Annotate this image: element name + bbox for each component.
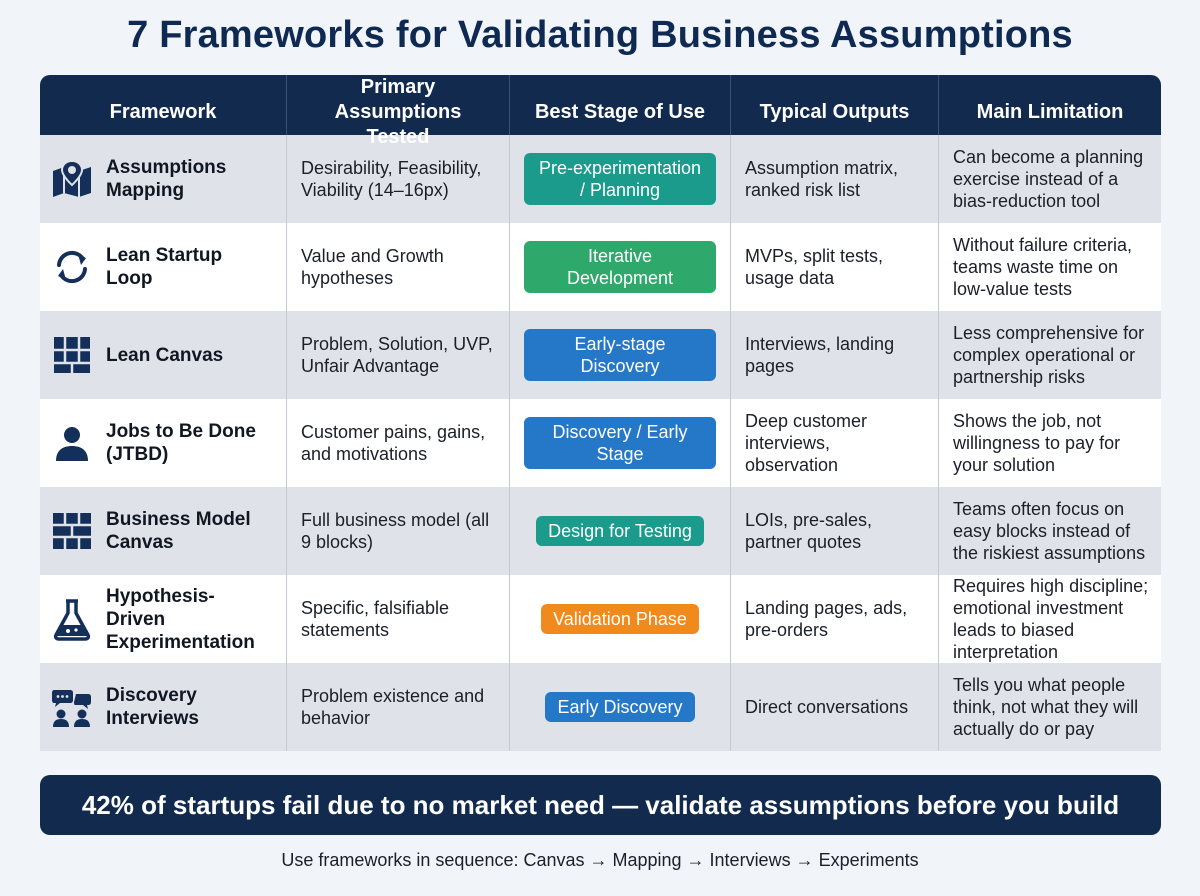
person-icon	[50, 421, 94, 465]
table-header-row: Framework Primary Assumptions Tested Bes…	[40, 75, 1161, 150]
stage-badge: Design for Testing	[536, 516, 704, 546]
table-row: Lean Startup Loop Value and Growth hypot…	[40, 223, 1161, 311]
outputs-cell: Direct conversations	[731, 663, 939, 751]
header-outputs: Typical Outputs	[731, 75, 939, 150]
stage-badge: Validation Phase	[541, 604, 699, 634]
table-row: Business Model Canvas Full business mode…	[40, 487, 1161, 575]
limitation-cell: Without failure criteria, teams waste ti…	[953, 235, 1133, 299]
stage-badge: Pre-experimentation / Planning	[524, 153, 716, 205]
outputs-cell: Interviews, landing pages	[731, 311, 939, 399]
table-row: Hypothesis-Driven Experimentation Specif…	[40, 575, 1161, 663]
assumptions-cell: Desirability, Feasibility, Viability (14…	[287, 135, 510, 223]
limitation-cell: Tells you what people think, not what th…	[953, 675, 1139, 739]
framework-cell: Jobs to Be Done (JTBD)	[40, 399, 287, 487]
canvas-grid-icon	[50, 333, 94, 377]
framework-name: Lean Startup Loop	[106, 245, 223, 289]
assumptions-cell: Specific, falsifiable statements	[287, 575, 510, 663]
limitation-cell: Teams often focus on easy blocks instead…	[953, 499, 1146, 563]
framework-cell: Hypothesis-Driven Experimentation	[40, 575, 287, 663]
stage-cell: Pre-experimentation / Planning	[510, 135, 731, 223]
stage-cell: Early-stage Discovery	[510, 311, 731, 399]
stage-cell: Iterative Development	[510, 223, 731, 311]
framework-name: Business Model Canvas	[106, 509, 251, 553]
outputs-cell: LOIs, pre-sales, partner quotes	[731, 487, 939, 575]
framework-name: Hypothesis-Driven Experimentation	[106, 585, 255, 653]
table-row: Lean Canvas Problem, Solution, UVP, Unfa…	[40, 311, 1161, 399]
flask-icon	[50, 597, 94, 641]
page-title: 7 Frameworks for Validating Business Ass…	[127, 14, 1073, 56]
assumptions-cell: Problem, Solution, UVP, Unfair Advantage	[287, 311, 510, 399]
framework-cell: Assumptions Mapping	[40, 135, 287, 223]
header-assumptions: Primary Assumptions Tested	[287, 75, 510, 150]
limitation-cell: Shows the job, not willingness to pay fo…	[953, 411, 1121, 475]
assumptions-cell: Value and Growth hypotheses	[287, 223, 510, 311]
key-stat-banner: 42% of startups fail due to no market ne…	[40, 775, 1161, 835]
framework-name: Assumptions Mapping	[106, 157, 227, 201]
conversation-icon	[50, 685, 94, 729]
assumptions-cell: Customer pains, gains, and motivations	[287, 399, 510, 487]
outputs-cell: Deep customer interviews, observation	[731, 399, 939, 487]
assumptions-cell: Full business model (all 9 blocks)	[287, 487, 510, 575]
stage-badge: Early-stage Discovery	[524, 329, 716, 381]
framework-cell: Discovery Interviews	[40, 663, 287, 751]
refresh-cycle-icon	[50, 245, 94, 289]
stage-cell: Early Discovery	[510, 663, 731, 751]
blocks-grid-icon	[50, 509, 94, 553]
stage-badge: Early Discovery	[545, 692, 695, 722]
limitation-cell: Can become a planning exercise instead o…	[953, 147, 1144, 211]
header-stage: Best Stage of Use	[510, 75, 731, 150]
stage-badge: Discovery / Early Stage	[524, 417, 716, 469]
limitation-cell: Requires high discipline; emotional inve…	[953, 576, 1149, 662]
limitation-cell: Less comprehensive for complex operation…	[953, 323, 1145, 387]
framework-cell: Business Model Canvas	[40, 487, 287, 575]
stage-cell: Validation Phase	[510, 575, 731, 663]
framework-name: Discovery Interviews	[106, 685, 199, 729]
table-row: Discovery Interviews Problem existence a…	[40, 663, 1161, 751]
outputs-cell: Landing pages, ads, pre-orders	[731, 575, 939, 663]
assumptions-cell: Problem existence and behavior	[287, 663, 510, 751]
header-framework: Framework	[40, 75, 287, 150]
framework-cell: Lean Canvas	[40, 311, 287, 399]
framework-cell: Lean Startup Loop	[40, 223, 287, 311]
map-pin-icon	[50, 157, 94, 201]
stage-badge: Iterative Development	[524, 241, 716, 293]
stage-cell: Discovery / Early Stage	[510, 399, 731, 487]
table-row: Assumptions Mapping Desirability, Feasib…	[40, 135, 1161, 223]
table-row: Jobs to Be Done (JTBD) Customer pains, g…	[40, 399, 1161, 487]
outputs-cell: MVPs, split tests, usage data	[731, 223, 939, 311]
framework-name: Jobs to Be Done (JTBD)	[106, 421, 256, 465]
footer-note: Use frameworks in sequence: Canvas → Map…	[281, 850, 919, 870]
stage-cell: Design for Testing	[510, 487, 731, 575]
framework-name: Lean Canvas	[106, 344, 224, 366]
frameworks-table: Framework Primary Assumptions Tested Bes…	[40, 75, 1161, 751]
header-limitation: Main Limitation	[976, 101, 1124, 123]
outputs-cell: Assumption matrix, ranked risk list	[731, 135, 939, 223]
